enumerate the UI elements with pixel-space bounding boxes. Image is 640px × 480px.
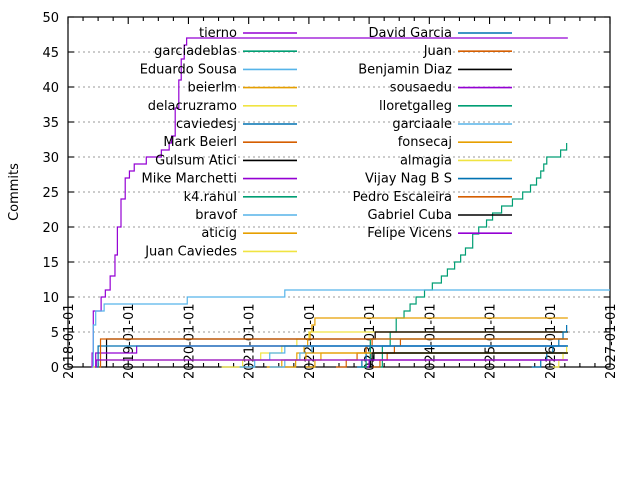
legend-label: Pedro Escaleira [353, 190, 452, 205]
series-line [95, 359, 568, 368]
legend-label: beierlm [188, 81, 237, 96]
x-tick-label: 2024-01-01 [423, 303, 438, 379]
series-line [269, 345, 568, 368]
series-line [92, 289, 610, 368]
y-tick-label: 10 [42, 291, 59, 306]
legend-label: Felipe Vicens [367, 226, 452, 241]
y-tick-label: 50 [42, 11, 59, 26]
legend-label: garciadeblas [154, 44, 237, 59]
y-axis-label: Commits [7, 163, 22, 221]
legend-label: delacruzramo [148, 99, 237, 114]
legend-label: lloretgalleg [379, 99, 452, 114]
legend-label: bravof [195, 208, 237, 223]
legend-label: Gabriel Cuba [367, 208, 452, 223]
y-axis-ticks: 0 5 10 15 20 25 30 35 40 45 50 [42, 11, 610, 376]
x-tick-label: 2027-01-01 [604, 303, 619, 379]
y-tick-label: 40 [42, 81, 59, 96]
y-axis-label-text: Commits [7, 163, 22, 221]
legend-label: Mike Marchetti [142, 172, 237, 187]
x-tick-label: 2025-01-01 [484, 303, 499, 379]
legend-label: Juan [423, 44, 452, 59]
series-line [357, 345, 568, 368]
legend-label: garciaale [392, 117, 452, 132]
legend-label: Gulsum Atici [155, 153, 237, 168]
series-line [375, 143, 568, 368]
y-tick-label: 45 [42, 46, 59, 61]
x-tick-label: 2020-01-01 [182, 303, 197, 379]
series-line [363, 359, 568, 368]
series-lines [90, 37, 610, 368]
series-line [239, 345, 568, 368]
x-tick-label: 2019-01-01 [122, 303, 137, 379]
x-tick-label: 2021-01-01 [243, 303, 258, 379]
y-tick-label: 15 [42, 256, 59, 271]
y-tick-label: 25 [42, 186, 59, 201]
series-line [96, 345, 568, 368]
legend-label: Mark Beierl [163, 135, 237, 150]
legend-label: tierno [199, 26, 237, 41]
chart-legend: tierno garciadeblas Eduardo Sousa beierlm de… [140, 26, 512, 259]
legend-label: fonsecaj [398, 135, 452, 150]
x-tick-label: 2022-01-01 [303, 303, 318, 379]
legend-label: Benjamin Diaz [358, 62, 452, 77]
series-line [90, 37, 568, 368]
legend-label: aticig [201, 226, 237, 241]
legend-label: sousaedu [390, 81, 452, 96]
legend-label: Vijay Nag B S [365, 172, 452, 187]
y-tick-label: 20 [42, 221, 59, 236]
y-tick-label: 5 [51, 326, 59, 341]
legend-label: almagia [400, 153, 452, 168]
legend-label: Juan Caviedes [144, 244, 237, 259]
legend-label: k4.rahul [184, 190, 237, 205]
series-line [221, 331, 568, 368]
y-tick-label: 35 [42, 116, 59, 131]
y-tick-label: 30 [42, 151, 59, 166]
x-tick-label: 2026-01-01 [544, 303, 559, 379]
legend-label: David Garcia [369, 26, 453, 41]
y-tick-label: 0 [51, 361, 59, 376]
legend-label: caviedesj [176, 117, 237, 132]
series-line [99, 338, 568, 368]
x-tick-label: 2018-01-01 [62, 303, 77, 379]
legend-label: Eduardo Sousa [140, 62, 237, 77]
